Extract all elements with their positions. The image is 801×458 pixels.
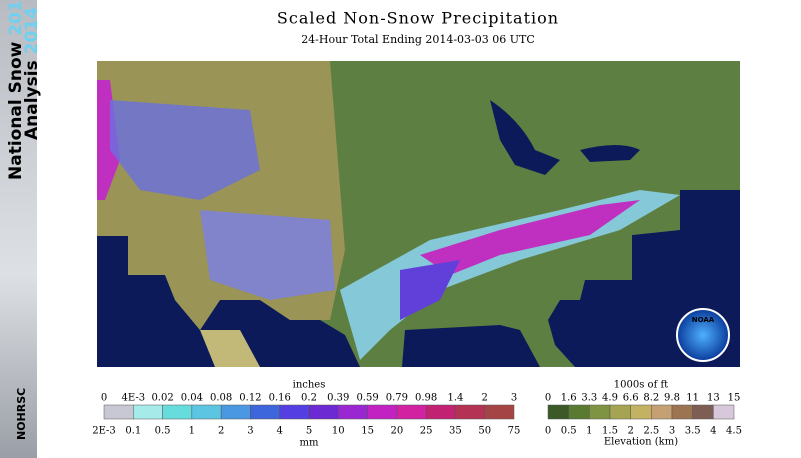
top-label: 0.2 — [301, 393, 317, 404]
top-label: 0.16 — [269, 393, 291, 404]
color-swatch — [191, 404, 222, 420]
bottom-label: 50 — [478, 426, 491, 437]
color-swatch — [133, 404, 163, 420]
sidebar-logo: NOHRSC — [15, 388, 28, 440]
bottom-label: 75 — [508, 426, 521, 437]
bottom-label: 3.5 — [685, 426, 701, 437]
svg-text:Analysis 2014: Analysis 2014 — [22, 7, 42, 140]
top-label: 9.8 — [664, 393, 680, 404]
top-label: 0.12 — [239, 393, 261, 404]
top-label: 15 — [728, 393, 741, 404]
svg-text:National Snow 2013-: National Snow 2013- — [6, 0, 26, 180]
sidebar-text: Analysis 2014 — [22, 7, 42, 140]
top-label: 13 — [707, 393, 720, 404]
top-label: 2 — [482, 393, 488, 404]
top-label: 6.6 — [623, 393, 639, 404]
title: Scaled Non-Snow Precipitation — [277, 9, 559, 28]
bottom-label: 25 — [420, 426, 433, 437]
color-swatch — [250, 404, 280, 420]
bottom-label: 4 — [277, 426, 283, 437]
color-swatch — [713, 404, 735, 420]
bottom-label: 4.5 — [726, 426, 742, 437]
color-swatch — [396, 404, 427, 420]
sidebar — [0, 0, 37, 458]
color-swatch — [630, 404, 652, 420]
bottom-label: 1 — [189, 426, 195, 437]
noaa-text: NOAA — [692, 316, 715, 324]
color-swatch — [455, 404, 485, 420]
top-label: 0.59 — [356, 393, 378, 404]
color-swatch — [220, 404, 251, 420]
color-swatch — [568, 404, 590, 420]
bottom-label: 2E-3 — [92, 426, 116, 437]
color-swatch — [308, 404, 339, 420]
top-label: 1.4 — [447, 393, 463, 404]
top-label: 0 — [545, 393, 551, 404]
svg-text:NOHRSC: NOHRSC — [15, 388, 28, 440]
top-label: 11 — [686, 393, 699, 404]
color-swatch — [651, 404, 673, 420]
bottom-label: 1 — [586, 426, 592, 437]
color-swatch — [162, 404, 193, 420]
bottom-label: 2 — [627, 426, 633, 437]
top-label: 0.04 — [181, 393, 203, 404]
bottom-label: 5 — [306, 426, 312, 437]
top-label: 4E-3 — [121, 393, 145, 404]
bottom-label: 35 — [449, 426, 462, 437]
top-label: 8.2 — [643, 393, 659, 404]
top-label: 1.6 — [561, 393, 577, 404]
color-swatch — [547, 404, 569, 420]
unit-label: mm — [300, 438, 319, 449]
elevation-legend: 1000s of ft0 1.6 3.3 4.9 6.6 8.2 9.8 11 13 150 0.5… — [545, 380, 742, 448]
subtitle: 24-Hour Total Ending 2014-03-03 06 UTC — [301, 33, 535, 46]
top-label: 4.9 — [602, 393, 618, 404]
bottom-label: 20 — [390, 426, 403, 437]
sidebar-text: National Snow 2013- — [6, 0, 26, 180]
noaa-logo — [676, 308, 730, 362]
top-label: 0.79 — [386, 393, 408, 404]
unit-label: Elevation (km) — [604, 437, 678, 448]
top-label: 0.98 — [415, 393, 437, 404]
bottom-label: 3 — [247, 426, 253, 437]
color-swatch — [671, 404, 693, 420]
color-swatch — [338, 404, 368, 420]
color-swatch — [484, 404, 515, 420]
bottom-label: 2 — [218, 426, 224, 437]
map: NOAA — [97, 61, 740, 367]
top-label: 0.08 — [210, 393, 232, 404]
bottom-label: 4 — [710, 426, 716, 437]
unit-label: 1000s of ft — [614, 380, 668, 391]
color-swatch — [425, 404, 456, 420]
top-label: 0.39 — [327, 393, 349, 404]
top-label: 0.02 — [151, 393, 173, 404]
top-label: 0 — [101, 393, 107, 404]
bottom-label: 0.5 — [155, 426, 171, 437]
bottom-label: 2.5 — [643, 426, 659, 437]
bottom-label: 1.5 — [602, 426, 618, 437]
top-label: 3 — [511, 393, 517, 404]
bottom-label: 3 — [669, 426, 675, 437]
top-label: 3.3 — [581, 393, 597, 404]
color-swatch — [609, 404, 631, 420]
bottom-label: 0.5 — [561, 426, 577, 437]
bottom-label: 15 — [361, 426, 374, 437]
unit-label: inches — [293, 380, 326, 391]
bottom-label: 0 — [545, 426, 551, 437]
color-swatch — [103, 404, 134, 420]
color-swatch — [692, 404, 714, 420]
color-swatch — [279, 404, 310, 420]
color-swatch — [589, 404, 611, 420]
color-swatch — [367, 404, 398, 420]
bottom-label: 10 — [332, 426, 345, 437]
bottom-label: 0.1 — [125, 426, 141, 437]
